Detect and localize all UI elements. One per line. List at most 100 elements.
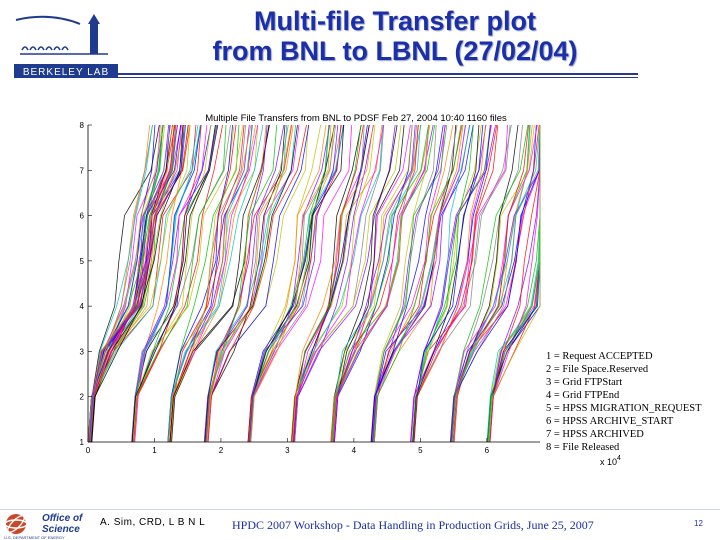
transfer-line [371,124,446,443]
transfer-line [131,124,219,443]
logo-text: BERKELEY LAB [23,67,109,78]
transfer-line [413,124,486,443]
transfer-line [249,124,330,443]
transfer-line [91,124,184,443]
transfer-line [413,124,484,443]
x-tick-labels: 0 1 2 3 4 5 6 [86,438,490,455]
x-tick-label: 2 [219,446,224,455]
transfer-line [88,124,160,443]
y-tick-labels: 1 2 3 4 5 6 7 8 [80,121,92,447]
y-tick-label: 7 [80,166,85,175]
author: A. Sim, CRD, L B N L [100,517,206,528]
footer-logo-line3: U.S. DEPARTMENT OF ENERGY [4,535,65,540]
transfer-line [331,124,417,443]
event-name: HPDC 2007 Workshop - Data Handling in Pr… [232,518,594,532]
transfer-line [290,124,384,443]
transfer-line [249,124,336,443]
transfer-line [293,124,364,443]
title-rule [118,73,638,75]
transfer-line [489,125,541,443]
transfer-line [167,124,264,443]
transfer-line [249,124,339,443]
x-tick-label: 4 [352,446,357,455]
transfer-line [488,125,541,443]
title-line-1: Multi-file Transfer plot [253,6,536,36]
transfer-line [489,125,541,443]
transfer-line [373,124,462,443]
transfer-line [207,124,310,443]
transfer-line [451,124,538,443]
transfer-line [452,124,533,443]
legend-entry: 1 = Request ACCEPTED [546,351,653,362]
legend-entry: 8 = File Released [546,442,620,453]
transfer-line [207,124,292,443]
atom-icon [6,514,26,534]
transfer-line [370,124,457,443]
transfer-line [168,124,252,443]
transfer-line [333,124,429,443]
transfer-line [488,125,541,443]
transfer-line [132,124,227,443]
transfer-line [90,124,175,443]
transfer-line [250,124,332,443]
slide-title: Multi-file Transfer plot from BNL to LBN… [130,6,660,66]
transfer-line [170,124,256,443]
footer-logo-line1: Office of [42,513,84,524]
transfer-line [489,125,541,443]
legend-entry: 3 = Grid FTPStart [546,377,623,388]
y-tick-label: 2 [80,393,85,402]
transfer-line [204,124,278,443]
transfer-lines [87,124,541,443]
y-tick-label: 1 [80,438,85,447]
chart-axes [87,125,540,443]
chart-title: Multiple File Transfers from BNL to PDSF… [205,113,507,124]
transfer-line [88,124,173,443]
transfer-line [291,124,374,443]
transfer-line [413,124,512,443]
x-tick-label: 3 [285,446,290,455]
legend-entry: 5 = HPSS MIGRATION_REQUEST [546,403,702,414]
transfer-line [489,125,541,443]
x-multiplier-label: x 104 [600,455,621,467]
legend-entry: 2 = File Space.Reserved [546,364,649,375]
transfer-line [88,124,164,443]
transfer-line [412,124,480,443]
transfer-line [370,124,444,443]
transfer-line [132,124,202,443]
legend-entry: 7 = HPSS ARCHIVED [546,429,644,440]
chart-legend: 1 = Request ACCEPTED 2 = File Space.Reser… [546,350,716,454]
transfer-line [89,124,177,443]
transfer-line [132,124,201,443]
transfer-line [370,124,448,443]
y-tick-label: 6 [80,212,85,221]
transfer-line [206,124,294,443]
x-tick-label: 6 [485,446,490,455]
transfer-line [249,124,353,443]
transfer-line [133,124,223,443]
transfer-line [290,124,402,443]
transfer-line [489,125,541,443]
transfer-line [331,124,421,443]
transfer-line [91,124,178,443]
transfer-line [450,124,529,443]
transfer-line [169,124,237,443]
transfer-line [488,125,541,443]
transfer-line [291,124,370,443]
transfer-line [292,124,384,443]
transfer-line [91,124,189,443]
transfer-line [451,124,529,443]
transfer-line [167,124,233,443]
berkeley-lab-logo: BERKELEY LAB [10,10,122,82]
x-tick-label: 5 [418,446,423,455]
transfer-line [410,124,496,443]
transfer-line [203,124,285,443]
office-of-science-logo: Office of Science U.S. DEPARTMENT OF ENE… [4,513,84,540]
y-tick-label: 4 [80,302,85,311]
footer-logo-line2: Science [42,524,80,535]
transfer-line [247,124,322,443]
transfer-line [89,124,163,443]
transfer-line [413,124,499,443]
y-tick-label: 8 [80,121,85,130]
transfer-line [132,124,190,443]
